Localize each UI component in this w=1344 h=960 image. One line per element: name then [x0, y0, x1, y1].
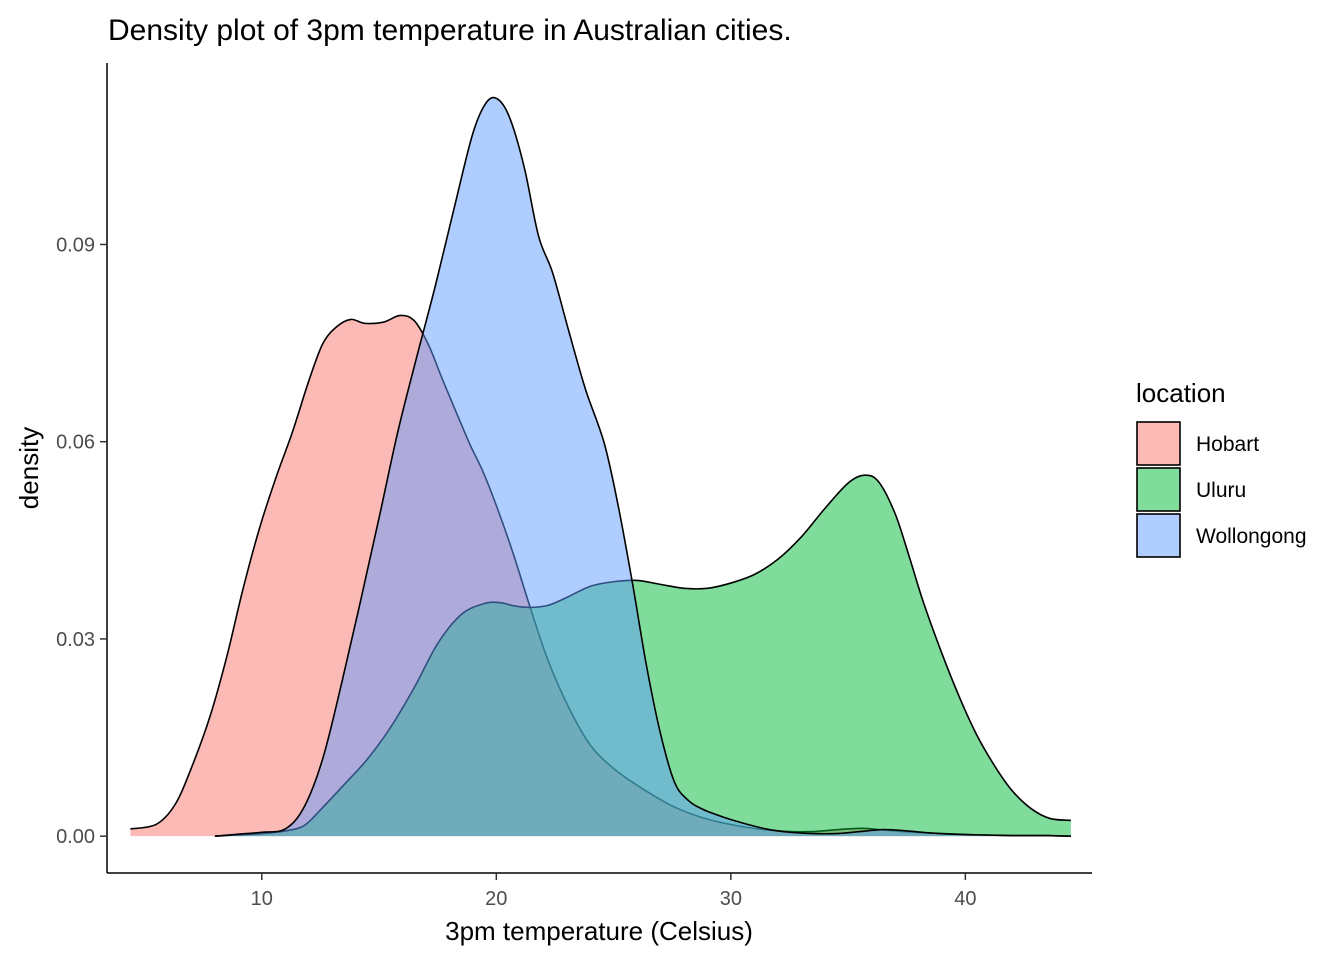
x-axis-title: 3pm temperature (Celsius)	[445, 916, 753, 946]
legend-swatch-hobart	[1136, 421, 1181, 466]
density-areas	[130, 96, 1071, 837]
x-tick-label: 20	[485, 888, 507, 910]
x-tick-label: 30	[720, 888, 742, 910]
y-tick-label: 0.03	[56, 629, 95, 651]
x-tick-label: 10	[251, 888, 273, 910]
x-axis-ticks: 10 20 30 40	[251, 873, 976, 910]
legend-swatch-uluru	[1136, 467, 1181, 512]
legend-swatch-wollongong	[1136, 513, 1181, 558]
x-tick-label: 40	[954, 888, 976, 910]
legend-items: Hobart Uluru Wollongong	[1136, 421, 1307, 558]
legend-title: location	[1136, 378, 1226, 408]
y-tick-label: 0.09	[56, 234, 95, 256]
legend-item-hobart: Hobart	[1136, 421, 1259, 466]
legend-item-uluru: Uluru	[1136, 467, 1246, 512]
chart-title: Density plot of 3pm temperature in Austr…	[108, 14, 792, 47]
y-tick-label: 0.06	[56, 432, 95, 454]
axes	[106, 63, 1092, 874]
y-axis-title: density	[14, 427, 44, 509]
legend: location Hobart Uluru Wollongong	[1136, 378, 1307, 558]
density-area-wollongong	[214, 97, 1071, 837]
y-axis-ticks: 0.00 0.03 0.06 0.09	[56, 234, 107, 848]
y-tick-label: 0.00	[56, 826, 95, 848]
legend-label: Wollongong	[1196, 525, 1307, 548]
legend-label: Hobart	[1196, 433, 1259, 456]
legend-label: Uluru	[1196, 479, 1246, 502]
density-line-wollongong	[214, 96, 1071, 837]
legend-item-wollongong: Wollongong	[1136, 513, 1307, 558]
